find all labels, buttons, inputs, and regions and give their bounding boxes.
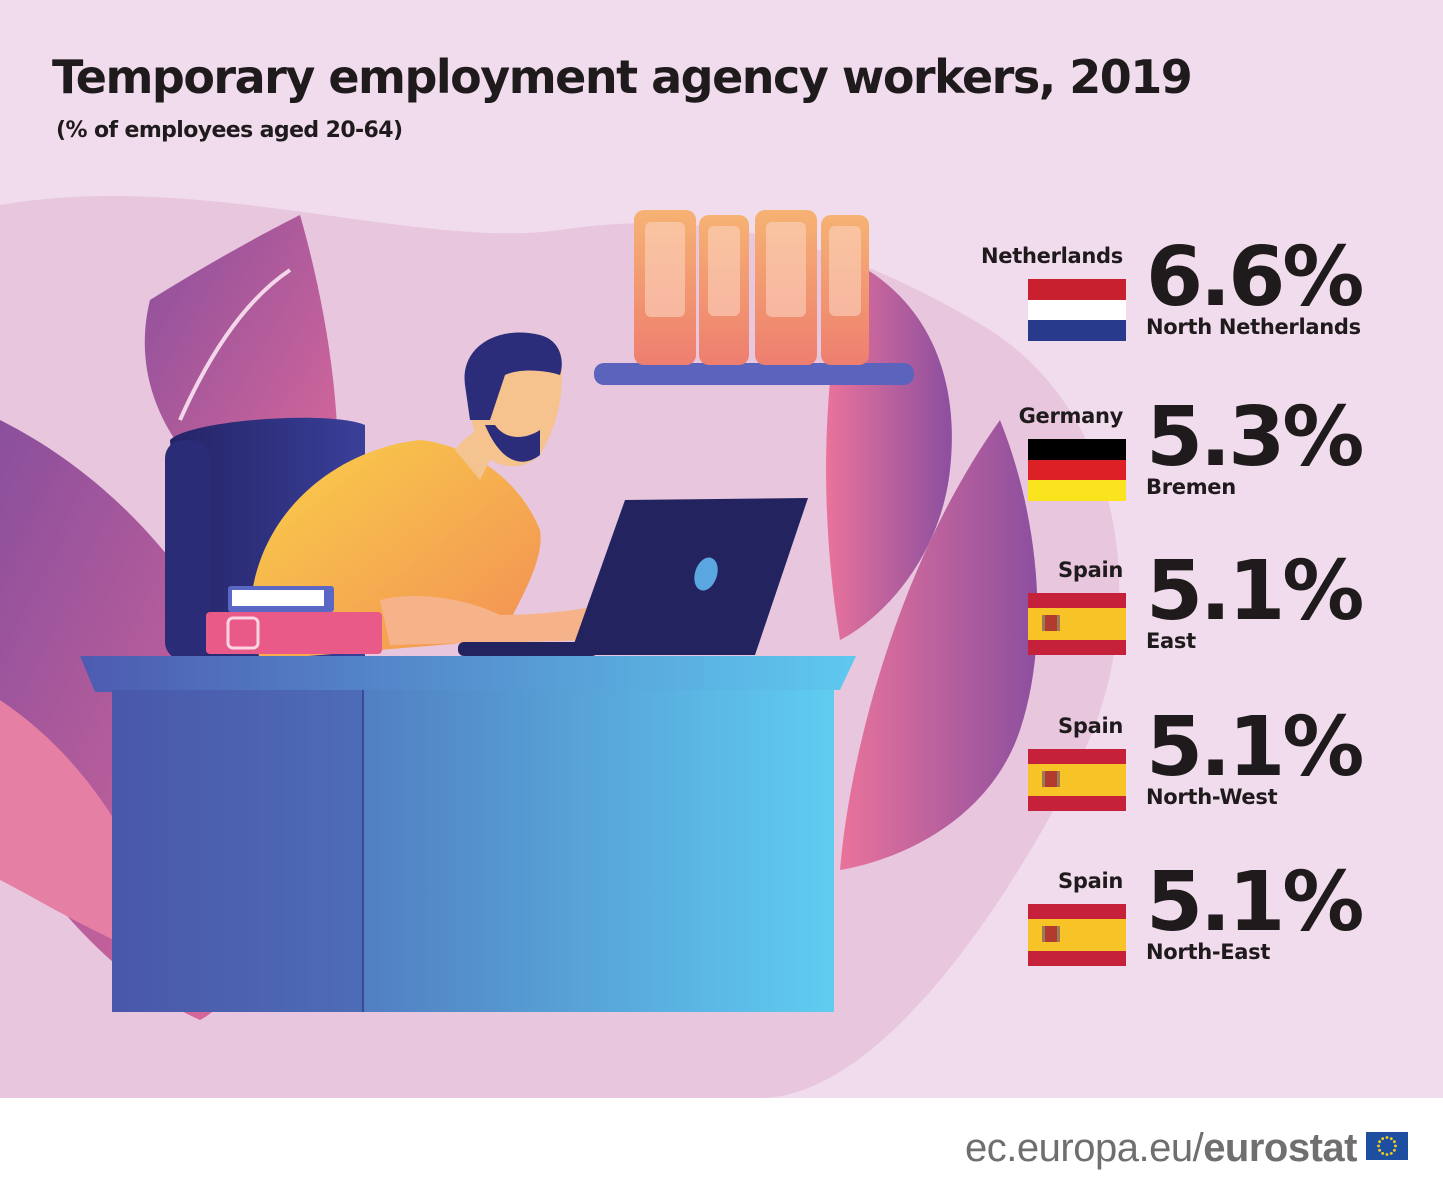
- source-prefix: ec.europa.eu/: [965, 1126, 1204, 1170]
- region-label: East: [1146, 629, 1196, 653]
- infographic-poster: Temporary employment agency workers, 201…: [0, 0, 1443, 1098]
- value-label: 5.1%: [1146, 544, 1364, 639]
- region-label: North Netherlands: [1146, 315, 1361, 339]
- chart-title: Temporary employment agency workers, 201…: [52, 50, 1193, 104]
- entry-row: Netherlands 6.6% North Netherlands: [930, 237, 1400, 362]
- spain-flag-icon: [1028, 904, 1126, 966]
- entry-row: Spain 5.1% East: [930, 551, 1400, 676]
- source-brand: eurostat: [1203, 1126, 1357, 1170]
- entry-row: Spain 5.1% North-East: [930, 862, 1400, 987]
- region-label: North-West: [1146, 785, 1278, 809]
- country-label: Spain: [1058, 869, 1123, 893]
- entry-row: Spain 5.1% North-West: [930, 707, 1400, 832]
- spain-flag-icon: [1028, 749, 1126, 811]
- value-label: 6.6%: [1146, 230, 1364, 325]
- region-label: Bremen: [1146, 475, 1236, 499]
- office-worker-illustration: [0, 196, 1120, 1098]
- country-label: Spain: [1058, 714, 1123, 738]
- value-label: 5.1%: [1146, 855, 1364, 950]
- value-label: 5.3%: [1146, 390, 1364, 485]
- source-link[interactable]: ec.europa.eu/eurostat: [965, 1126, 1357, 1171]
- country-label: Netherlands: [981, 244, 1123, 268]
- region-label: North-East: [1146, 940, 1271, 964]
- footer: ec.europa.eu/eurostat: [0, 1098, 1443, 1200]
- eu-flag-icon: [1366, 1132, 1408, 1160]
- country-label: Spain: [1058, 558, 1123, 582]
- value-label: 5.1%: [1146, 700, 1364, 795]
- germany-flag-icon: [1028, 439, 1126, 501]
- chart-subtitle: (% of employees aged 20-64): [56, 118, 403, 143]
- entry-row: Germany 5.3% Bremen: [930, 397, 1400, 522]
- country-label: Germany: [1018, 404, 1124, 428]
- netherlands-flag-icon: [1028, 279, 1126, 341]
- spain-flag-icon: [1028, 593, 1126, 655]
